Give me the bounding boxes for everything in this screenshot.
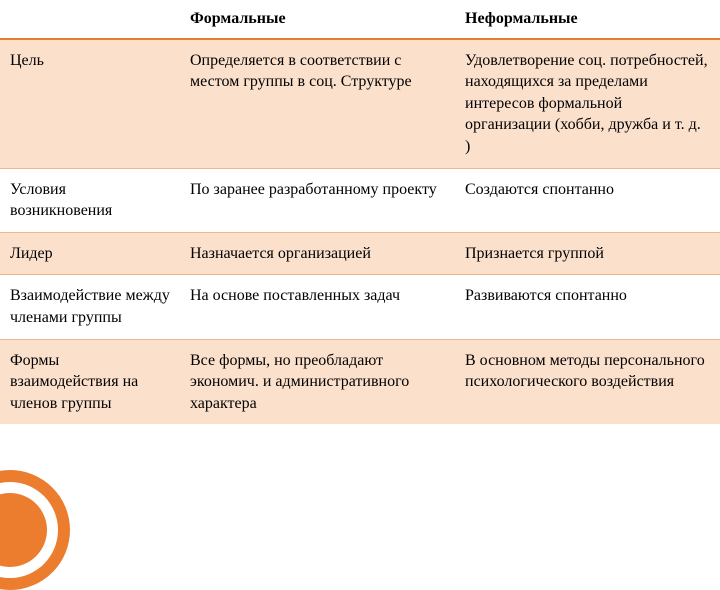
cell-formal: Все формы, но преобладают экономич. и ад…: [180, 340, 455, 425]
row-label: Взаимодействие между членами группы: [0, 275, 180, 338]
row-label: Лидер: [0, 233, 180, 275]
cell-formal: По заранее разработанному проекту: [180, 169, 455, 232]
cell-informal: Удовлетворение соц. потребностей, находя…: [455, 40, 720, 168]
cell-informal: Развиваются спонтанно: [455, 275, 720, 338]
table-row: Лидер Назначается организацией Признаетс…: [0, 233, 720, 275]
cell-formal: На основе поставленных задач: [180, 275, 455, 338]
table-row: Формы взаимодействия на членов группы Вс…: [0, 340, 720, 425]
cell-informal: Создаются спонтанно: [455, 169, 720, 232]
cell-formal: Назначается организацией: [180, 233, 455, 275]
cell-informal: Признается группой: [455, 233, 720, 275]
comparison-table: Формальные Неформальные Цель Определяетс…: [0, 0, 720, 424]
row-label: Цель: [0, 40, 180, 168]
table-body: Цель Определяется в соответствии с место…: [0, 40, 720, 425]
row-label: Формы взаимодействия на членов группы: [0, 340, 180, 425]
col-header-formal: Формальные: [180, 0, 455, 38]
table-row: Взаимодействие между членами группы На о…: [0, 275, 720, 338]
comparison-table-container: Формальные Неформальные Цель Определяетс…: [0, 0, 720, 424]
col-header-empty: [0, 0, 180, 38]
table-row: Условия возникновения По заранее разрабо…: [0, 169, 720, 232]
col-header-informal: Неформальные: [455, 0, 720, 38]
table-header-row: Формальные Неформальные: [0, 0, 720, 38]
table-row: Цель Определяется в соответствии с место…: [0, 40, 720, 168]
cell-formal: Определяется в соответствии с местом гру…: [180, 40, 455, 168]
row-label: Условия возникновения: [0, 169, 180, 232]
cell-informal: В основном методы персонального психолог…: [455, 340, 720, 425]
